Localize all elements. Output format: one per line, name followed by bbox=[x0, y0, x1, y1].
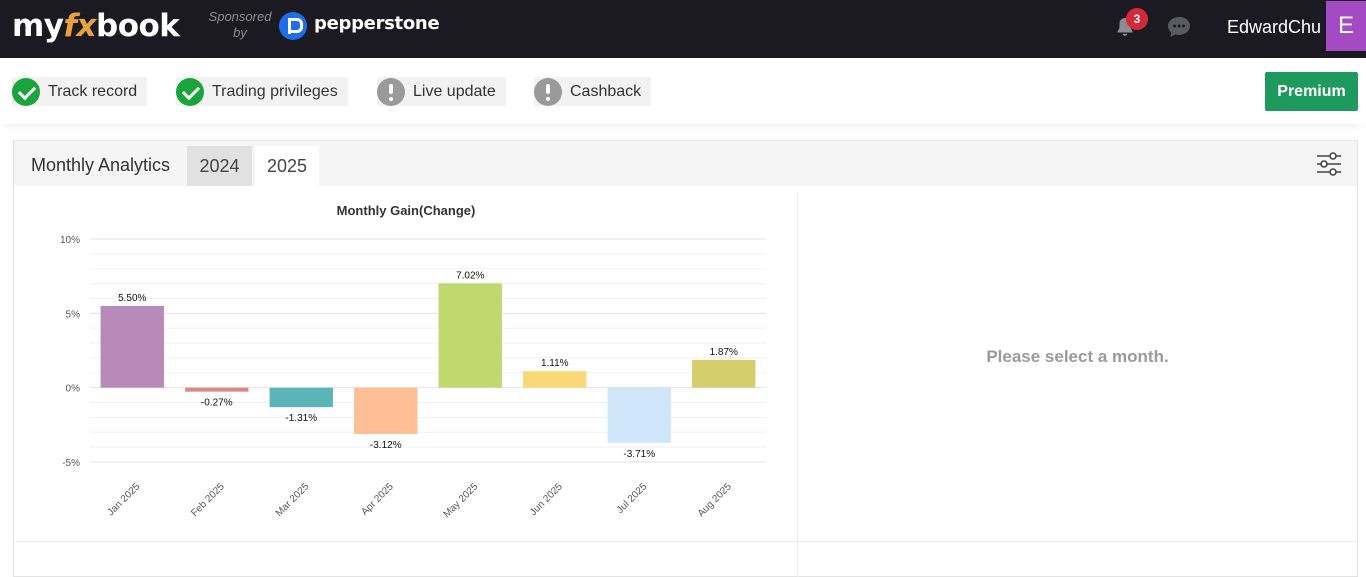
x-tick-label: May 2025 bbox=[442, 481, 481, 520]
status-label: Track record bbox=[48, 82, 138, 100]
status-live-update[interactable]: Live update bbox=[377, 77, 506, 106]
data-label: -3.71% bbox=[623, 449, 655, 460]
x-tick-label: Jun 2025 bbox=[528, 481, 565, 518]
chart-title: Monthly Gain(Change) bbox=[337, 203, 476, 218]
username-label[interactable]: EdwardChu bbox=[1227, 17, 1322, 37]
status-label: Trading privileges bbox=[212, 82, 338, 100]
status-track-record[interactable]: Track record bbox=[12, 77, 148, 106]
data-label: 7.02% bbox=[456, 270, 484, 281]
y-tick-label: 5% bbox=[66, 309, 81, 320]
x-tick-label: Jan 2025 bbox=[105, 481, 142, 518]
tab-year-2024[interactable]: 2024 bbox=[187, 146, 252, 186]
exclamation-circle-icon bbox=[534, 77, 562, 106]
exclamation-circle-icon bbox=[377, 77, 405, 106]
status-label: Live update bbox=[413, 82, 496, 100]
logo-part-book: book bbox=[96, 8, 180, 44]
panel-title: Monthly Analytics bbox=[31, 155, 171, 175]
data-label: 1.87% bbox=[710, 347, 738, 358]
top-navbar: myfxbook Sponsored by pepperstone 3 Edwa… bbox=[0, 0, 1366, 58]
chat-bubble-icon[interactable] bbox=[1166, 14, 1192, 40]
logo-part-fx: fx bbox=[63, 8, 97, 44]
premium-button[interactable]: Premium bbox=[1265, 72, 1358, 111]
panel-horizontal-divider bbox=[14, 541, 1357, 542]
y-tick-label: 10% bbox=[60, 235, 80, 246]
data-label: -0.27% bbox=[201, 398, 233, 409]
logo-part-my: my bbox=[12, 8, 64, 44]
status-cashback[interactable]: Cashback bbox=[534, 77, 652, 106]
x-tick-label: Jul 2025 bbox=[615, 481, 650, 516]
month-detail-empty-message: Please select a month. bbox=[986, 347, 1169, 366]
bar-mar-2025 bbox=[269, 387, 333, 408]
data-label: 1.11% bbox=[541, 358, 569, 369]
notification-count-badge[interactable]: 3 bbox=[1126, 8, 1148, 30]
bar-apr-2025 bbox=[354, 387, 418, 435]
user-avatar[interactable]: E bbox=[1326, 1, 1366, 51]
pepperstone-logo-icon[interactable] bbox=[279, 12, 307, 40]
pepperstone-name[interactable]: pepperstone bbox=[314, 13, 440, 34]
bar-jul-2025 bbox=[607, 387, 671, 443]
sponsor-label: Sponsored by bbox=[205, 9, 275, 41]
bar-jun-2025 bbox=[523, 371, 587, 388]
bar-aug-2025 bbox=[692, 359, 756, 388]
x-tick-label: Mar 2025 bbox=[274, 481, 312, 519]
data-label: -3.12% bbox=[370, 440, 402, 451]
x-tick-label: Apr 2025 bbox=[359, 481, 396, 518]
x-tick-label: Aug 2025 bbox=[696, 481, 734, 519]
bar-feb-2025 bbox=[185, 387, 249, 392]
monthly-analytics-panel: Monthly Analytics 2024 2025 Monthly Gain… bbox=[13, 140, 1358, 577]
sponsor-line-1: Sponsored bbox=[208, 9, 272, 24]
panel-header: Monthly Analytics 2024 2025 bbox=[14, 141, 1357, 186]
bar-may-2025 bbox=[438, 283, 502, 388]
status-label: Cashback bbox=[570, 82, 642, 100]
myfxbook-logo[interactable]: myfxbook bbox=[12, 6, 180, 46]
status-trading-privileges[interactable]: Trading privileges bbox=[176, 77, 348, 106]
x-tick-label: Feb 2025 bbox=[189, 481, 227, 519]
y-tick-label: 0% bbox=[66, 384, 81, 395]
bar-jan-2025 bbox=[100, 305, 164, 388]
account-status-strip: Track record Trading privileges Live upd… bbox=[0, 60, 1366, 124]
sliders-filter-icon[interactable] bbox=[1315, 151, 1343, 177]
monthly-gain-chart: Monthly Gain(Change) 10% 5% 0% -5% 5.50% Jan 2… bbox=[14, 191, 796, 539]
y-tick-label: -5% bbox=[62, 458, 80, 469]
panel-vertical-divider bbox=[797, 192, 798, 577]
data-label: 5.50% bbox=[118, 293, 146, 304]
check-circle-icon bbox=[176, 77, 204, 106]
sponsor-line-2: by bbox=[233, 25, 247, 40]
monthly-gain-chart-svg: Monthly Gain(Change) 10% 5% 0% -5% 5.50% Jan 2… bbox=[60, 203, 766, 520]
data-label: -1.31% bbox=[285, 413, 317, 424]
tab-year-2025[interactable]: 2025 bbox=[255, 146, 319, 186]
check-circle-icon bbox=[12, 77, 40, 106]
